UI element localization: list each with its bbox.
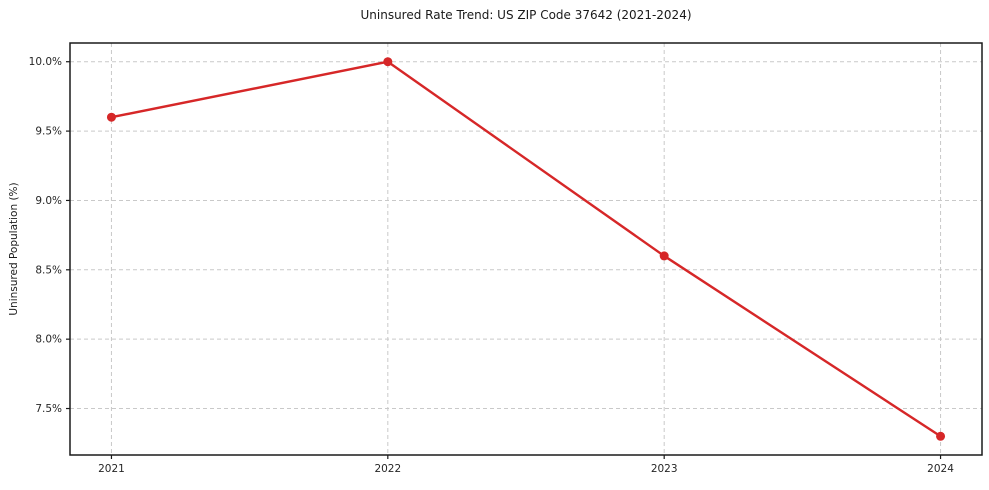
y-tick-label: 8.5%: [35, 264, 62, 276]
x-tick-label: 2022: [374, 463, 401, 475]
plot-border: [69, 42, 983, 456]
x-tick-label: 2021: [98, 463, 125, 475]
trend-line: [110, 60, 942, 438]
y-tick-label: 10.0%: [29, 56, 62, 68]
y-tick-label: 7.5%: [35, 403, 62, 415]
y-tick-label: 9.0%: [35, 195, 62, 207]
x-tick-label: 2023: [651, 463, 678, 475]
y-tick-label: 9.5%: [35, 126, 62, 138]
data-point-2023: [659, 251, 669, 261]
x-tick-label: 2024: [927, 463, 954, 475]
data-point-2022: [383, 57, 393, 67]
data-point-2024: [936, 431, 946, 441]
chart-title: Uninsured Rate Trend: US ZIP Code 37642 …: [360, 8, 692, 22]
y-tick-label: 8.0%: [35, 334, 62, 346]
data-point-2021: [106, 112, 116, 122]
